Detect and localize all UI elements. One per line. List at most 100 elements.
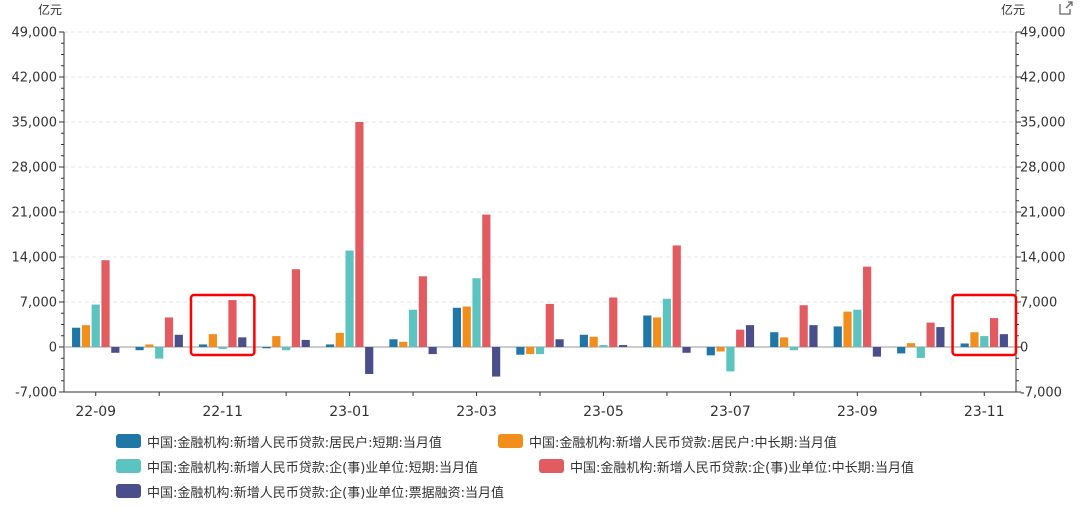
bar-series-2[interactable] (462, 306, 471, 348)
bar-series-1[interactable] (516, 347, 525, 355)
bar-series-4[interactable] (672, 245, 681, 347)
bar-series-2[interactable] (81, 325, 91, 347)
x-tick-label: 23-01 (329, 404, 370, 420)
bar-series-3[interactable] (599, 345, 608, 347)
bar-series-4[interactable] (863, 266, 872, 347)
bar-series-4[interactable] (482, 214, 491, 347)
bar-series-4[interactable] (291, 269, 301, 347)
export-icon[interactable] (1058, 0, 1074, 16)
bar-series-5[interactable] (999, 334, 1008, 347)
x-tick-label: 23-11 (964, 404, 1005, 420)
bar-series-5[interactable] (428, 347, 437, 355)
bar-series-4[interactable] (926, 322, 935, 347)
bar-series-3[interactable] (726, 347, 735, 372)
bar-series-4[interactable] (355, 122, 364, 347)
bar-series-1[interactable] (579, 334, 588, 347)
bar-series-2[interactable] (208, 334, 217, 347)
bar-series-4[interactable] (418, 276, 427, 347)
bar-series-2[interactable] (399, 341, 408, 347)
bar-series-1[interactable] (833, 326, 842, 347)
left-y-tick-label: 28,000 (12, 161, 58, 176)
bar-series-5[interactable] (492, 347, 501, 377)
right-y-tick-label: 42,000 (1020, 71, 1066, 86)
bar-series-5[interactable] (936, 327, 945, 347)
x-tick-label: 23-05 (583, 404, 624, 420)
bar-series-1[interactable] (452, 307, 462, 347)
bar-series-1[interactable] (770, 332, 779, 347)
bar-series-2[interactable] (272, 336, 281, 347)
legend-item-4[interactable]: 中国:金融机构:新增人民币贷款:企(事)业单位:中长期:当月值 (539, 455, 914, 477)
bar-series-5[interactable] (555, 339, 564, 347)
bar-series-5[interactable] (872, 347, 882, 357)
legend-swatch-4 (539, 459, 564, 473)
right-y-tick-label: -7,000 (1020, 386, 1062, 401)
bar-series-2[interactable] (843, 311, 852, 347)
x-tick-label: 23-03 (456, 404, 497, 420)
bar-series-5[interactable] (301, 339, 310, 347)
bar-series-3[interactable] (980, 336, 989, 347)
right-axis-unit: 亿元 (1001, 3, 1026, 17)
bar-series-3[interactable] (535, 347, 545, 355)
bar-series-1[interactable] (960, 343, 969, 347)
bar-series-2[interactable] (145, 344, 154, 347)
bar-series-1[interactable] (72, 327, 81, 347)
bar-series-5[interactable] (618, 345, 628, 347)
legend-label-3: 中国:金融机构:新增人民币贷款:企(事)业单位:短期:当月值 (147, 460, 479, 476)
bar-series-4[interactable] (164, 317, 174, 347)
bar-series-3[interactable] (282, 347, 291, 351)
right-y-tick-label: 21,000 (1020, 206, 1066, 221)
highlight-box (951, 293, 1018, 357)
bar-series-3[interactable] (853, 309, 862, 347)
bar-series-3[interactable] (218, 347, 227, 349)
bar-series-3[interactable] (916, 347, 925, 358)
bar-series-1[interactable] (389, 339, 398, 347)
bar-series-2[interactable] (335, 332, 344, 347)
bar-series-4[interactable] (736, 329, 745, 347)
bar-series-4[interactable] (545, 303, 554, 347)
legend-item-3[interactable]: 中国:金融机构:新增人民币贷款:企(事)业单位:短期:当月值 (116, 455, 478, 477)
bar-series-2[interactable] (970, 332, 979, 347)
bar-series-4[interactable] (799, 305, 808, 347)
legend-item-2[interactable]: 中国:金融机构:新增人民币贷款:居民户:中长期:当月值 (498, 430, 837, 452)
bar-series-2[interactable] (779, 337, 789, 347)
bar-series-3[interactable] (155, 347, 164, 359)
bar-series-1[interactable] (643, 315, 652, 348)
right-y-tick-label: 0 (1020, 341, 1028, 356)
legend-label-1: 中国:金融机构:新增人民币贷款:居民户:短期:当月值 (147, 435, 442, 451)
bar-series-5[interactable] (111, 347, 120, 353)
bar-series-2[interactable] (526, 347, 535, 355)
bar-series-5[interactable] (365, 347, 374, 374)
bar-series-5[interactable] (238, 337, 247, 347)
bar-series-3[interactable] (472, 278, 481, 347)
left-y-tick-label: -7,000 (15, 386, 57, 401)
bar-series-1[interactable] (198, 344, 208, 347)
bar-series-2[interactable] (653, 317, 662, 347)
x-tick-label: 23-09 (837, 404, 878, 420)
legend-item-1[interactable]: 中国:金融机构:新增人民币贷款:居民户:短期:当月值 (116, 430, 442, 452)
x-tick-label: 22-11 (202, 404, 243, 420)
bar-series-3[interactable] (789, 347, 798, 351)
bar-series-3[interactable] (345, 250, 354, 347)
bar-series-1[interactable] (262, 347, 271, 349)
bar-series-3[interactable] (408, 309, 418, 347)
bar-series-1[interactable] (897, 347, 906, 354)
bar-series-5[interactable] (174, 334, 183, 347)
bar-series-4[interactable] (989, 318, 999, 347)
bar-series-2[interactable] (589, 336, 598, 347)
bar-series-5[interactable] (809, 325, 818, 347)
bar-series-4[interactable] (609, 297, 618, 348)
bar-series-1[interactable] (706, 347, 715, 356)
bar-series-5[interactable] (745, 325, 755, 347)
bar-series-4[interactable] (228, 300, 237, 347)
bar-series-1[interactable] (135, 347, 144, 351)
bar-series-2[interactable] (906, 343, 916, 347)
bar-series-2[interactable] (716, 347, 725, 352)
legend-item-5[interactable]: 中国:金融机构:新增人民币贷款:企(事)业单位:票据融资:当月值 (116, 480, 504, 502)
left-y-tick-label: 49,000 (12, 26, 58, 41)
bar-series-5[interactable] (682, 347, 691, 353)
bar-series-4[interactable] (101, 260, 110, 347)
legend: 中国:金融机构:新增人民币贷款:居民户:短期:当月值 中国:金融机构:新增人民币… (0, 426, 1080, 506)
bar-series-3[interactable] (91, 304, 100, 347)
bar-series-3[interactable] (662, 298, 672, 347)
bar-series-1[interactable] (325, 344, 335, 347)
